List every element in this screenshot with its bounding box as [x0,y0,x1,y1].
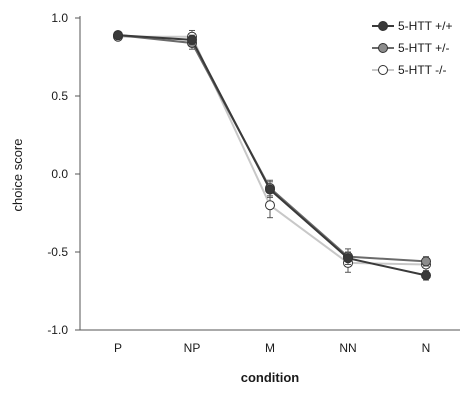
legend-marker [378,43,388,53]
y-axis-title: choice score [10,139,25,212]
y-tick-label: -1.0 [47,323,68,337]
x-axis-ticks: P NP M NN N [114,341,430,355]
legend: 5-HTT +/+ 5-HTT +/- 5-HTT -/- [372,19,452,77]
y-axis-ticks: 1.0 0.5 0.0 -0.5 -1.0 [47,11,80,337]
data-point [343,253,353,264]
x-tick-label: N [422,341,431,355]
data-point [187,34,197,45]
y-tick-label: -0.5 [47,245,68,259]
x-tick-label: NN [339,341,356,355]
x-tick-label: P [114,341,122,355]
x-tick-label: M [265,341,275,355]
x-tick-label: NP [184,341,201,355]
data-point [265,200,275,211]
data-point [421,270,431,281]
y-tick-label: 0.5 [51,89,68,103]
series-layer [113,29,431,281]
y-tick-label: 1.0 [51,11,68,25]
legend-marker [378,65,388,75]
legend-label: 5-HTT -/- [398,63,446,77]
data-point [265,184,275,195]
axes [79,16,460,331]
y-tick-label: 0.0 [51,167,68,181]
legend-label: 5-HTT +/- [398,41,449,55]
x-axis-title: condition [241,370,300,385]
data-point [113,30,123,41]
data-point [421,256,431,267]
legend-label: 5-HTT +/+ [398,19,452,33]
legend-marker [378,21,388,31]
